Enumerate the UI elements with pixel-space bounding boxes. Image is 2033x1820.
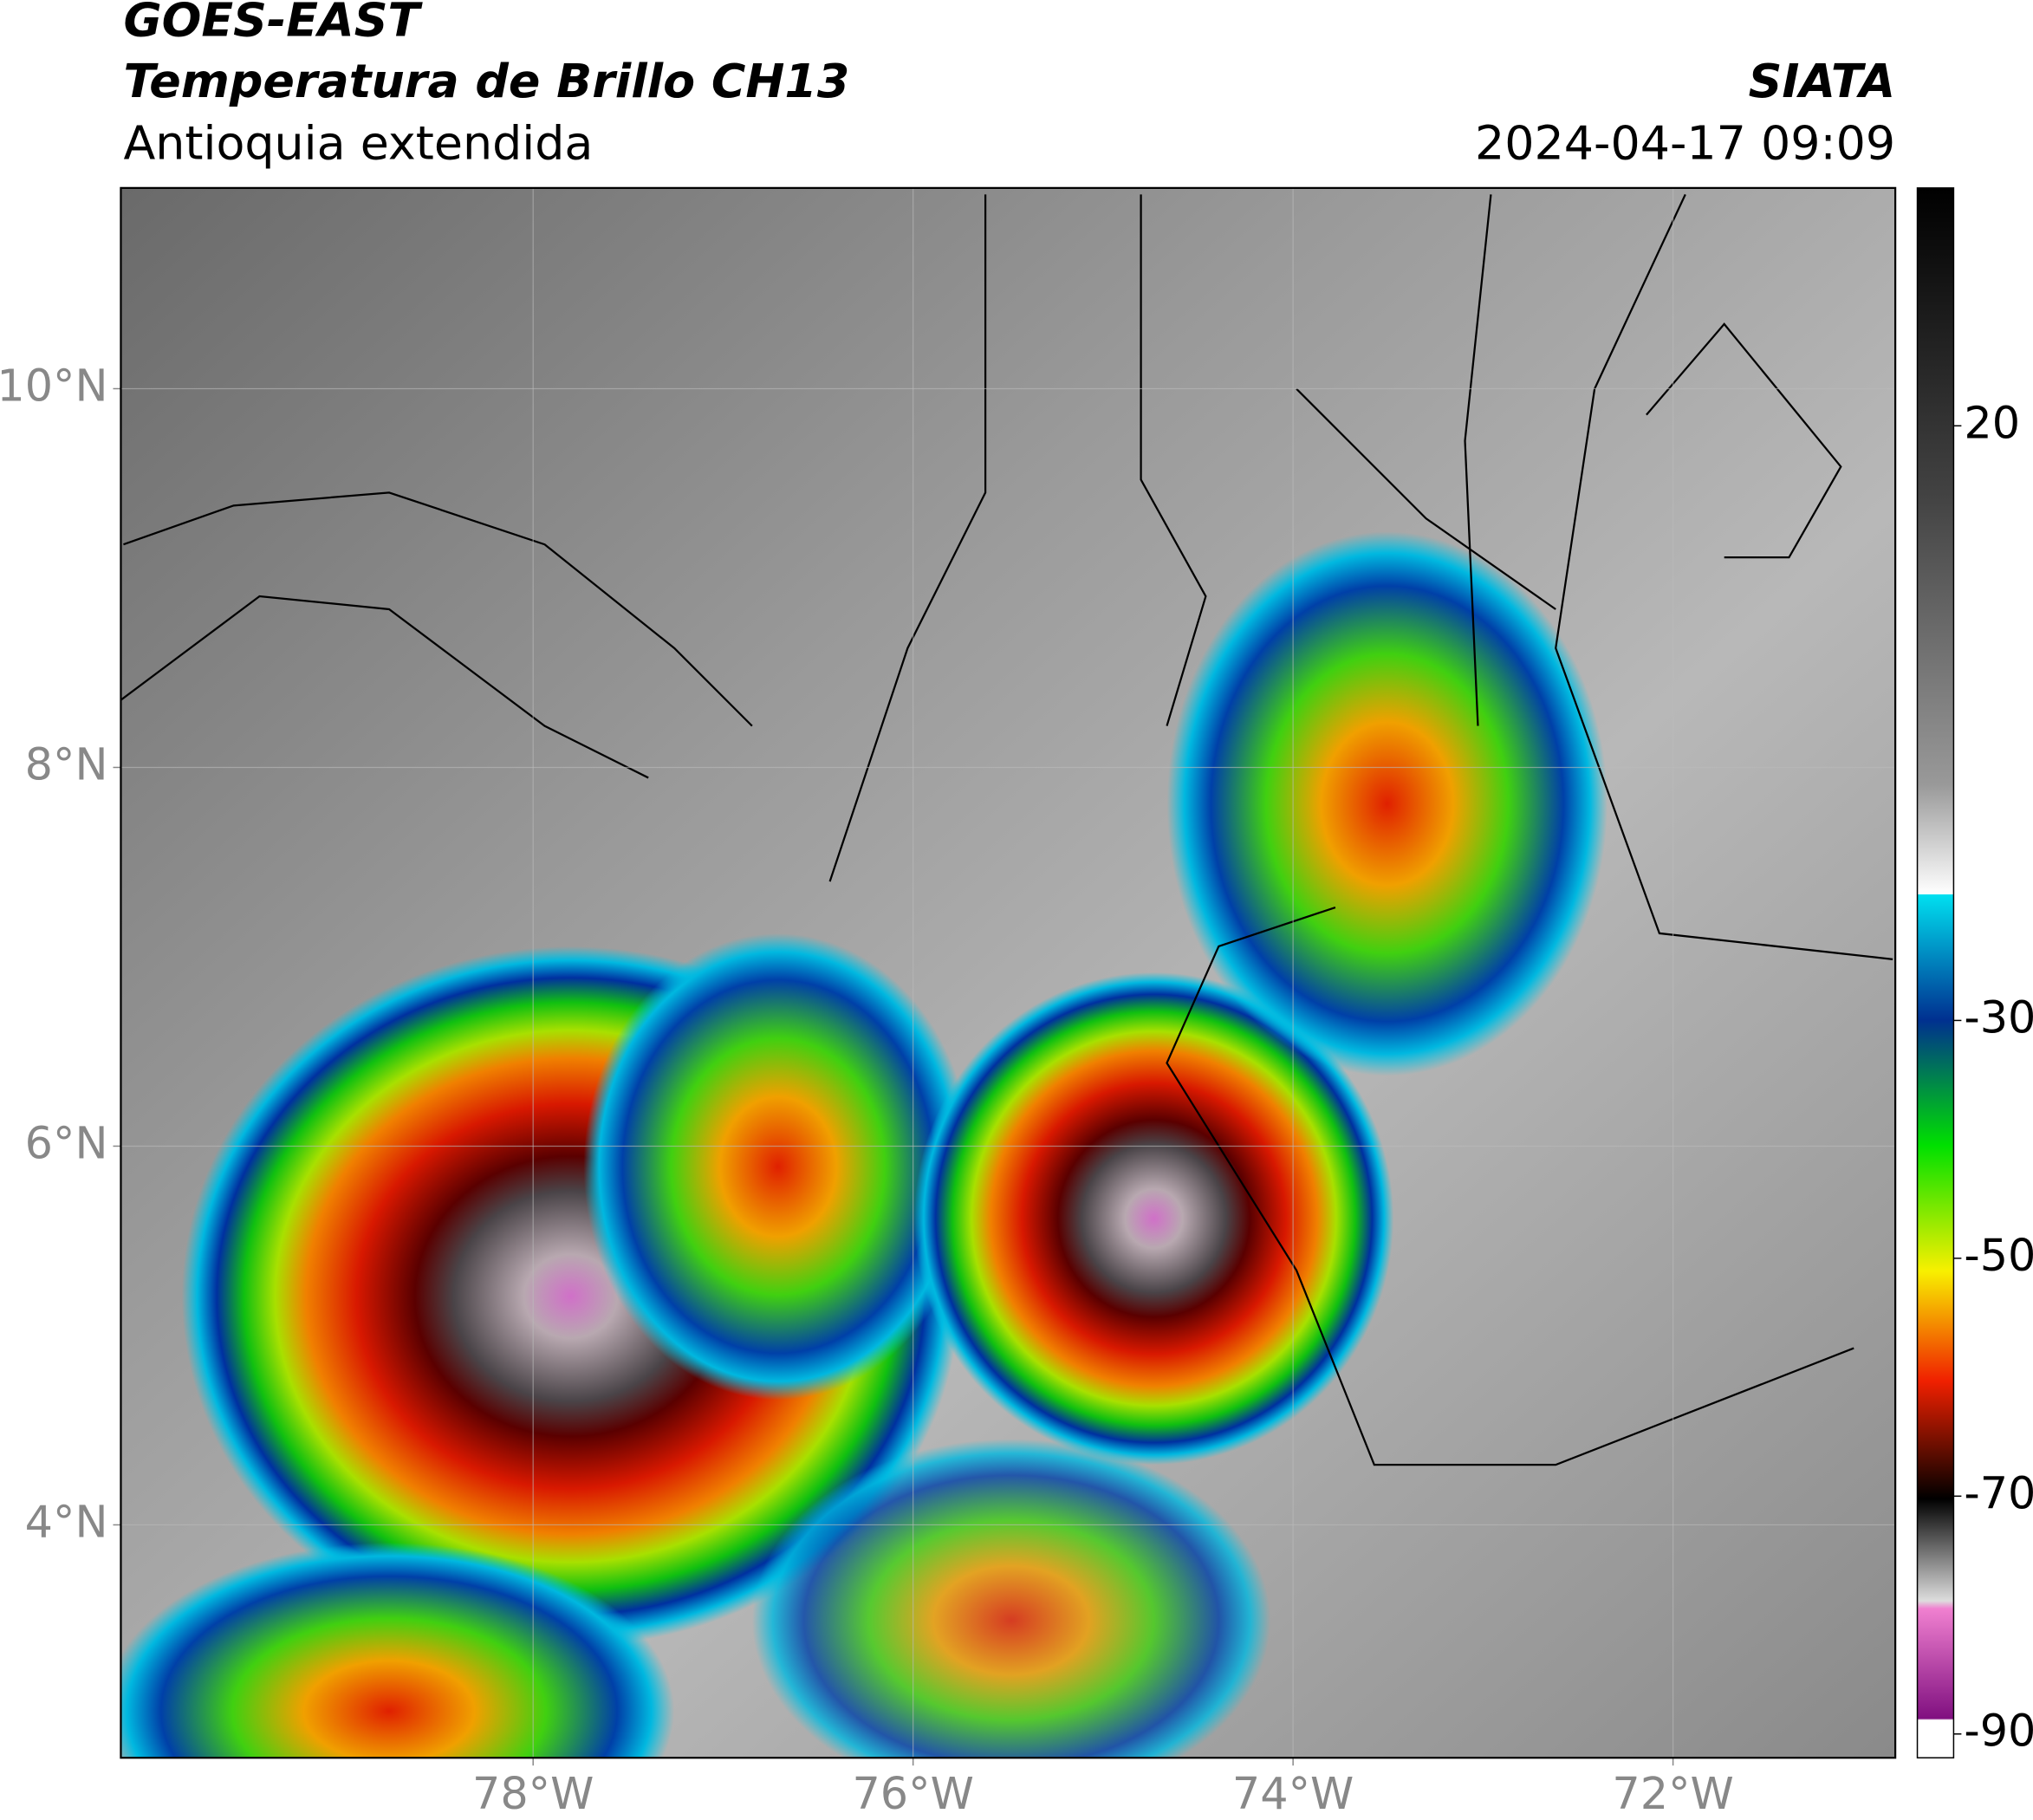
x-tick-label: 74°W <box>1232 1768 1354 1819</box>
colorbar-tick-label: -70 <box>1964 1467 2033 1518</box>
datetime: 2024-04-17 09:09 <box>1475 116 1895 171</box>
x-tick-label: 76°W <box>852 1768 973 1819</box>
colorbar-tick-label: 20 <box>1964 397 2020 448</box>
storm-cell <box>913 972 1394 1466</box>
colorbar-tick-label: -90 <box>1964 1706 2033 1757</box>
y-tick-label: 10°N <box>0 360 107 411</box>
y-tick-label: 8°N <box>25 738 108 790</box>
x-tick-label: 72°W <box>1612 1768 1733 1819</box>
borders <box>120 193 1893 1466</box>
satellite-image <box>120 187 1896 1758</box>
colorbar <box>1916 187 1955 1758</box>
title: GOES-EAST <box>123 0 423 48</box>
y-tick-label: 4°N <box>25 1496 108 1547</box>
colorbar-tick-label: -30 <box>1964 991 2033 1043</box>
cloud <box>583 933 973 1401</box>
cloud <box>120 1542 675 1758</box>
x-tick-label: 78°W <box>472 1768 594 1819</box>
colorbar-tick-label: -50 <box>1964 1230 2033 1281</box>
y-tick-label: 6°N <box>25 1117 108 1168</box>
source: SIATA <box>1749 54 1896 108</box>
cloud <box>751 1439 1271 1758</box>
region: Antioquia extendida <box>123 116 593 171</box>
cloud <box>1166 531 1608 1076</box>
subtitle: Temperatura de Brillo CH13 <box>123 54 849 108</box>
map-frame <box>120 186 1897 1759</box>
